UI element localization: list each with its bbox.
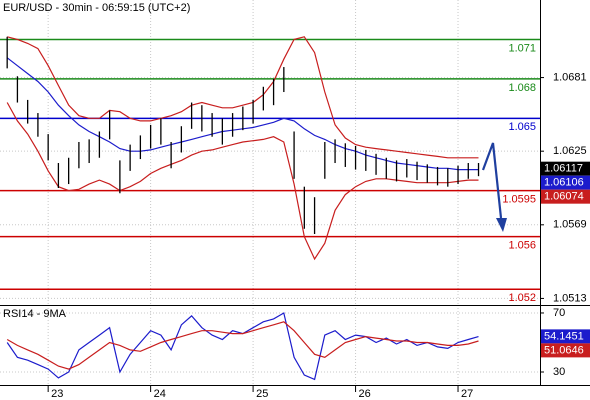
y-tick-label: 70 (553, 307, 565, 319)
value-box (541, 329, 590, 344)
value-box (541, 343, 590, 358)
level-label: 1.056 (508, 240, 536, 252)
level-label: 1.071 (508, 42, 536, 54)
x-tick-label: 23 (51, 388, 63, 400)
value-box (541, 189, 590, 204)
y-tick-label: 1.0625 (553, 145, 587, 157)
forecast-arrowhead (496, 218, 507, 232)
x-tick-label: 24 (154, 388, 166, 400)
value-box-label: 1.06106 (544, 177, 584, 189)
x-tick-label: 25 (256, 388, 268, 400)
y-tick-label: 1.0681 (553, 71, 587, 83)
series-line (6, 102, 479, 261)
value-box-label: 51.0646 (544, 344, 584, 356)
y-tick-label: 30 (553, 366, 565, 378)
x-tick-label: 27 (461, 388, 473, 400)
level-label: 1.065 (508, 121, 536, 133)
level-label: 1.068 (508, 82, 536, 94)
rsi-title: RSI14 - 9MA (3, 308, 67, 320)
series-line (6, 321, 479, 370)
value-box-label: 54.1451 (544, 330, 584, 342)
value-box (541, 175, 590, 190)
chart-title: EUR/USD - 30min - 06:59:15 (UTC+2) (3, 2, 190, 14)
value-box-label: 1.06074 (544, 191, 584, 203)
y-tick-label: 1.0513 (553, 292, 587, 304)
value-box-label: 1.06117 (544, 163, 583, 175)
level-label: 1.052 (508, 292, 536, 304)
value-box (541, 161, 590, 176)
y-tick-label: 1.0569 (553, 219, 587, 231)
series-line (7, 36, 479, 159)
forecast-arrow (481, 142, 503, 219)
level-label: 1.0595 (502, 194, 536, 206)
x-tick-label: 26 (359, 388, 371, 400)
